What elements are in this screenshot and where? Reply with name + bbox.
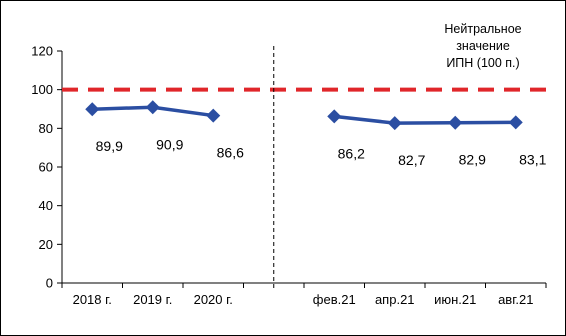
- y-tick-label: 120: [31, 44, 53, 59]
- x-tick-label: фев.21: [313, 292, 356, 307]
- data-label: 86,6: [217, 145, 244, 161]
- data-label: 82,9: [459, 152, 486, 168]
- annotation-line-2: значение: [456, 39, 510, 53]
- data-label: 86,2: [338, 145, 365, 161]
- x-tick-label: апр.21: [375, 292, 415, 307]
- x-tick-labels-group: 2018 г. 2019 г. 2020 г. фев.21 апр.21 июн.21 а…: [73, 292, 534, 307]
- y-tick-label: 20: [39, 237, 53, 252]
- data-label: 82,7: [398, 152, 425, 168]
- x-tick-label: авг.21: [498, 292, 533, 307]
- x-tick-label: 2019 г.: [133, 292, 172, 307]
- annotation-line-1: Нейтральное: [444, 22, 521, 36]
- x-tick-label: 2018 г.: [73, 292, 112, 307]
- data-label: 83,1: [519, 151, 546, 167]
- annotation-line-3: ИПН (100 п.): [446, 56, 519, 70]
- data-point: [327, 109, 342, 124]
- data-point: [85, 102, 100, 117]
- x-tick-label: 2020 г.: [194, 292, 233, 307]
- x-tick-label: июн.21: [434, 292, 476, 307]
- series-line: [334, 114, 516, 125]
- y-tick-labels-group: 0 20 40 60 80 100 120: [31, 44, 53, 291]
- data-labels-group: 89,9 90,9 86,6 86,2 82,7 82,9 83,1: [96, 136, 547, 168]
- data-point: [145, 100, 160, 115]
- y-tick-label: 40: [39, 198, 53, 213]
- series-group: [85, 100, 523, 131]
- data-point: [206, 108, 221, 123]
- data-point: [508, 115, 523, 130]
- y-tick-label: 0: [46, 276, 53, 291]
- data-point: [387, 116, 402, 131]
- y-tick-label: 60: [39, 160, 53, 175]
- data-label: 90,9: [156, 136, 183, 152]
- y-tick-label: 100: [31, 82, 53, 97]
- y-tick-label: 80: [39, 121, 53, 136]
- data-point: [448, 115, 463, 130]
- data-label: 89,9: [96, 138, 123, 154]
